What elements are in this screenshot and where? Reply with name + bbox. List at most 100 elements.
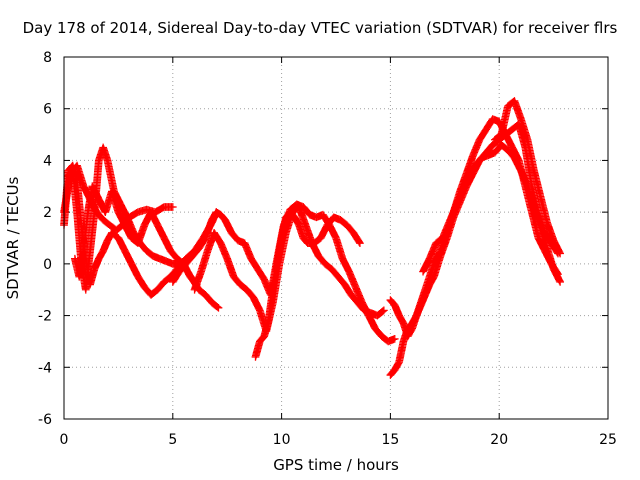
data-point-trail xyxy=(463,152,477,176)
data-series xyxy=(64,143,223,312)
data-point-trail xyxy=(413,300,425,318)
data-point-trail xyxy=(391,302,403,319)
data-point-trail xyxy=(103,158,118,194)
data-point-trail xyxy=(311,235,324,247)
data-point-trail xyxy=(73,163,87,189)
data-point-trail xyxy=(170,260,182,268)
data-point-trail xyxy=(331,213,343,224)
data-point-trail xyxy=(523,137,538,174)
data-point-trail xyxy=(143,247,156,260)
data-point-trail xyxy=(273,235,286,267)
data-point-trail xyxy=(86,266,98,287)
data-point-trail xyxy=(89,183,103,202)
data-point-trail xyxy=(528,209,542,241)
data-point-trail xyxy=(69,168,81,215)
data-point-trail xyxy=(264,287,277,324)
data-point-trail xyxy=(511,98,525,122)
data-point-trail xyxy=(217,211,229,223)
data-point-trail xyxy=(108,189,122,215)
x-tick-label: 15 xyxy=(381,432,399,448)
data-point-trail xyxy=(332,235,346,262)
data-point-trail xyxy=(543,245,557,272)
y-axis-label: SDTVAR / TECUs xyxy=(4,176,22,299)
data-point-trail xyxy=(409,313,420,326)
data-point-trail xyxy=(189,245,202,259)
data-point-trail xyxy=(176,261,189,275)
data-point-trail xyxy=(430,248,444,267)
x-tick-label: 20 xyxy=(490,432,508,448)
data-point-trail xyxy=(465,163,479,179)
data-point-trail xyxy=(502,132,516,151)
data-point-trail xyxy=(278,214,290,241)
data-point-trail xyxy=(123,214,137,236)
data-point-trail xyxy=(174,255,187,267)
data-point-trail xyxy=(241,240,255,262)
data-point-trail xyxy=(223,256,238,280)
data-point-trail xyxy=(458,173,472,194)
data-point-trail xyxy=(550,238,564,257)
data-series xyxy=(386,115,562,379)
data-point-trail xyxy=(295,204,309,228)
data-point-trail xyxy=(169,269,183,285)
data-point-trail xyxy=(485,149,498,159)
data-point-trail xyxy=(476,126,490,143)
data-point-trail xyxy=(469,137,483,158)
data-point-trail xyxy=(391,359,403,373)
data-point-trail xyxy=(315,253,329,267)
data-point-trail xyxy=(254,266,268,282)
data-point-trail xyxy=(86,209,99,254)
data-point-trail xyxy=(287,209,298,221)
data-point-trail xyxy=(228,230,241,244)
data-point-trail xyxy=(161,203,176,211)
data-point-trail xyxy=(404,320,416,332)
data-point-trail xyxy=(417,287,429,306)
data-point-trail xyxy=(115,209,129,228)
data-point-trail xyxy=(161,273,174,285)
data-point-trail xyxy=(134,274,148,290)
data-point-trail xyxy=(248,256,261,272)
data-point-trail xyxy=(252,338,264,360)
data-point-trail xyxy=(260,318,272,339)
data-series xyxy=(251,208,364,361)
x-axis-label: GPS time / hours xyxy=(273,456,399,474)
data-point-trail xyxy=(524,183,538,210)
data-point-trail xyxy=(157,255,169,265)
data-series xyxy=(190,203,388,335)
data-point-trail xyxy=(317,222,331,241)
y-tick-label: -2 xyxy=(38,309,52,325)
data-point-trail xyxy=(517,168,531,189)
x-tick-label: 0 xyxy=(60,432,69,448)
data-point-trail xyxy=(152,203,167,216)
data-point-trail xyxy=(530,204,544,231)
data-point-trail xyxy=(75,248,88,280)
data-point-trail xyxy=(167,248,181,262)
data-point-trail xyxy=(217,240,231,262)
data-series-layer xyxy=(60,97,564,379)
data-series xyxy=(490,97,564,258)
data-point-trail xyxy=(82,248,94,293)
data-point-trail xyxy=(128,261,142,280)
data-point-trail xyxy=(300,204,313,218)
data-point-trail xyxy=(79,209,92,254)
data-point-trail xyxy=(387,367,398,378)
data-point-trail xyxy=(95,248,107,262)
data-point-trail xyxy=(121,248,135,267)
data-point-trail xyxy=(337,216,350,229)
y-tick-label: 8 xyxy=(43,50,52,66)
data-point-trail xyxy=(243,286,257,301)
data-point-trail xyxy=(250,294,264,313)
data-point-trail xyxy=(387,297,398,309)
data-point-trail xyxy=(126,209,141,221)
data-point-trail xyxy=(350,230,363,246)
data-point-trail xyxy=(530,168,545,199)
data-point-trail xyxy=(517,116,531,143)
data-point-trail xyxy=(498,141,511,154)
data-point-trail xyxy=(550,266,564,285)
data-point-trail xyxy=(490,115,502,125)
data-point-trail xyxy=(537,194,551,225)
plot-frame xyxy=(63,56,609,420)
data-point-trail xyxy=(426,261,438,280)
data-point-trail xyxy=(504,147,518,161)
data-point-trail xyxy=(160,235,174,254)
